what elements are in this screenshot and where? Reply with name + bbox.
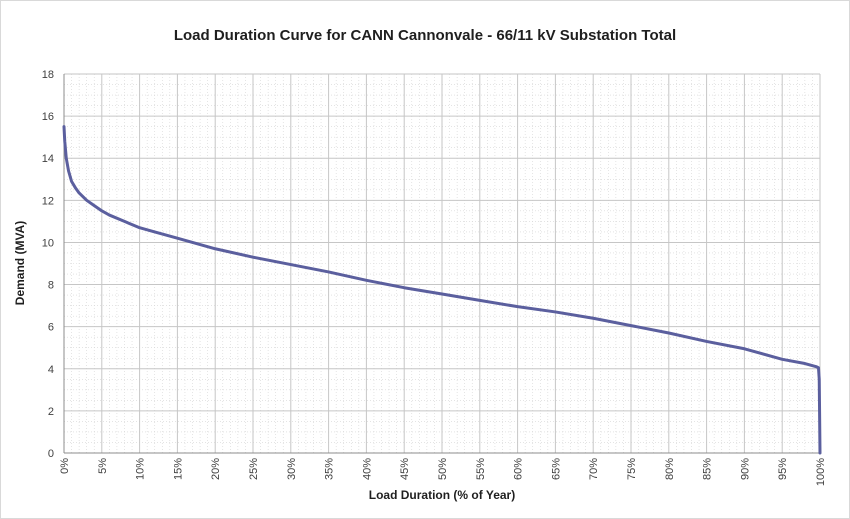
- x-tick-label: 85%: [702, 458, 714, 480]
- y-tick-label: 12: [42, 195, 54, 207]
- y-tick-label: 4: [48, 364, 54, 376]
- y-tick-label: 18: [42, 69, 54, 81]
- x-tick-label: 25%: [248, 458, 260, 480]
- series-line: [62, 125, 822, 455]
- x-tick-label: 30%: [286, 458, 298, 480]
- x-tick-label: 65%: [550, 458, 562, 480]
- major-grid: [63, 73, 821, 454]
- x-axis-title: Load Duration (% of Year): [368, 488, 516, 502]
- x-tick-label: 45%: [399, 458, 411, 480]
- y-tick-labels: 0 2 4 6 8 10 12 14 16 18: [42, 69, 54, 460]
- x-tick-label: 100%: [815, 458, 827, 486]
- chart-title: Load Duration Curve for CANN Cannonvale …: [173, 27, 677, 44]
- x-tick-label: 40%: [361, 458, 373, 480]
- y-tick-label: 10: [42, 237, 54, 249]
- series-group: [62, 125, 822, 455]
- y-tick-label: 2: [48, 406, 54, 418]
- y-tick-label: 8: [48, 280, 54, 292]
- x-tick-label: 90%: [739, 458, 751, 480]
- y-tick-label: 16: [42, 111, 54, 123]
- x-tick-label: 50%: [437, 458, 449, 480]
- x-tick-label: 20%: [210, 458, 222, 480]
- y-tick-label: 14: [42, 153, 54, 165]
- x-tick-label: 10%: [135, 458, 147, 480]
- x-tick-label: 80%: [664, 458, 676, 480]
- y-tick-label: 0: [48, 448, 54, 460]
- x-tick-label: 95%: [777, 458, 789, 480]
- x-tick-label: 15%: [172, 458, 184, 480]
- x-tick-label: 0%: [59, 458, 71, 474]
- x-tick-label: 55%: [475, 458, 487, 480]
- x-tick-label: 70%: [588, 458, 600, 480]
- x-tick-labels: 0% 5% 10% 15% 20% 25% 30% 35% 40% 45% 50% 55% 60% 65%…: [59, 458, 827, 486]
- x-tick-label: 60%: [513, 458, 525, 480]
- x-tick-label: 35%: [324, 458, 336, 480]
- x-tick-label: 75%: [626, 458, 638, 480]
- y-tick-label: 6: [48, 322, 54, 334]
- x-tick-label: 5%: [97, 458, 109, 474]
